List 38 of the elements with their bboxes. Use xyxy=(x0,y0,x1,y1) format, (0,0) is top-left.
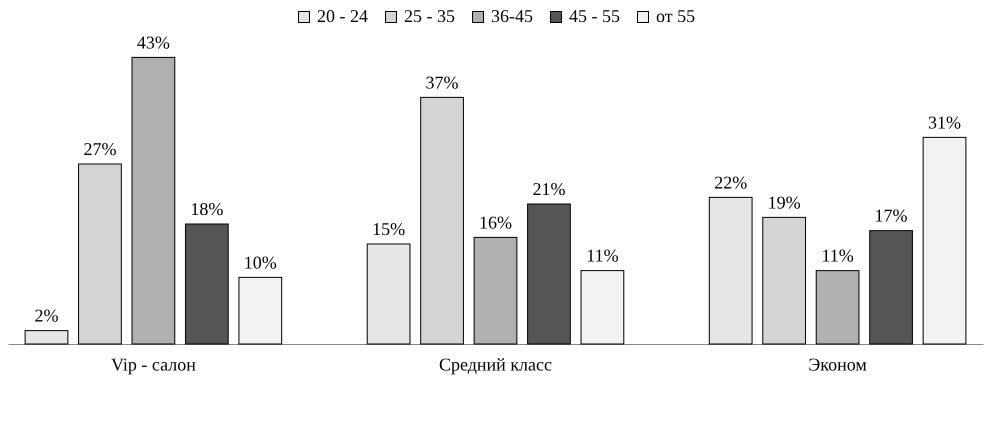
bar xyxy=(238,276,282,344)
bar xyxy=(24,330,68,344)
bar xyxy=(816,270,860,344)
data-label: 16% xyxy=(479,212,512,232)
data-label: 15% xyxy=(372,219,406,239)
data-label: 21% xyxy=(532,179,566,199)
data-label: 31% xyxy=(928,112,962,132)
bar xyxy=(474,236,518,344)
data-label: 11% xyxy=(586,246,619,266)
data-label: 11% xyxy=(821,246,854,266)
bar xyxy=(869,230,913,344)
x-tick-label: Эконом xyxy=(808,354,867,374)
bar xyxy=(78,164,122,344)
bar xyxy=(184,224,229,344)
legend-label: от 55 xyxy=(656,6,696,26)
bar xyxy=(708,196,753,344)
bar xyxy=(580,270,624,344)
data-label: 18% xyxy=(190,199,224,219)
bar xyxy=(922,136,966,344)
bar xyxy=(420,96,464,344)
bar xyxy=(132,56,176,344)
data-label: 43% xyxy=(136,32,170,52)
data-label: 22% xyxy=(714,172,748,192)
data-label: 10% xyxy=(244,252,277,272)
bar xyxy=(762,216,806,344)
data-label: 2% xyxy=(34,306,58,326)
bar xyxy=(366,244,410,344)
legend-label: 36-45 xyxy=(491,6,533,26)
legend-label: 20 - 24 xyxy=(317,6,368,26)
data-label: 37% xyxy=(426,72,459,92)
legend-label: 25 - 35 xyxy=(404,6,455,26)
legend-label: 45 - 55 xyxy=(569,6,620,26)
bar xyxy=(527,204,571,344)
x-tick-label: Vip - салон xyxy=(110,354,196,374)
data-label: 17% xyxy=(874,206,908,226)
data-label: 27% xyxy=(83,139,116,159)
data-label: 19% xyxy=(768,192,801,212)
x-tick-label: Средний класс xyxy=(438,354,552,374)
